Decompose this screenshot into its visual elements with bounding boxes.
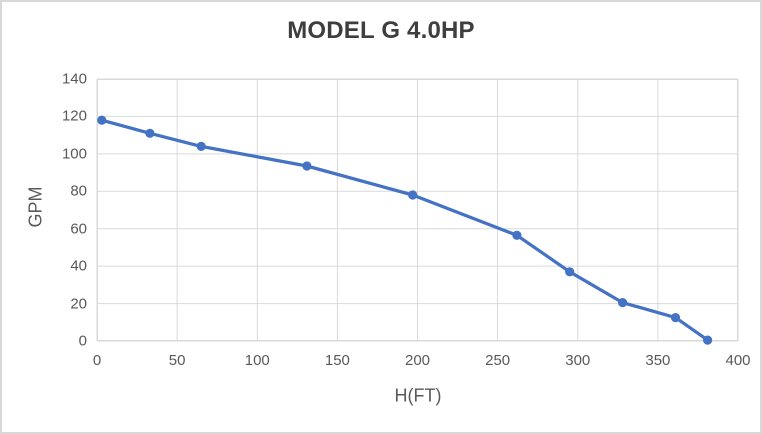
y-tick-label: 60 xyxy=(70,220,87,238)
data-point[interactable] xyxy=(408,190,418,200)
chart-title: MODEL G 4.0HP xyxy=(287,17,475,44)
data-point[interactable] xyxy=(670,313,681,323)
y-tick-label: 80 xyxy=(70,182,87,200)
y-tick-label: 40 xyxy=(70,257,87,275)
data-point[interactable] xyxy=(145,128,155,138)
x-axis-title: H(FT) xyxy=(394,385,442,406)
data-point[interactable] xyxy=(302,161,312,171)
x-tick-label: 400 xyxy=(725,352,751,369)
x-tick-label: 100 xyxy=(244,352,270,369)
x-tick-label: 350 xyxy=(645,352,671,369)
data-point[interactable] xyxy=(565,267,575,277)
x-tick-label: 250 xyxy=(485,352,511,369)
y-tick-label: 20 xyxy=(70,295,87,313)
series-line xyxy=(100,118,710,342)
data-point[interactable] xyxy=(196,141,206,151)
plot-area xyxy=(96,78,739,345)
x-tick-label: 300 xyxy=(565,352,591,369)
x-tick-label: 150 xyxy=(324,352,350,369)
plot-border xyxy=(97,79,738,341)
y-tick-label: 140 xyxy=(61,70,87,88)
y-tick-label: 0 xyxy=(78,332,87,350)
data-point[interactable] xyxy=(97,115,107,125)
data-point[interactable] xyxy=(703,335,713,345)
y-tick-label: 100 xyxy=(61,145,87,163)
x-tick-label: 200 xyxy=(404,352,431,369)
data-point[interactable] xyxy=(512,230,522,240)
y-tick-label: 120 xyxy=(61,107,87,125)
x-tick-label: 50 xyxy=(168,352,186,369)
x-tick-label: 0 xyxy=(92,352,102,369)
data-point[interactable] xyxy=(618,298,628,308)
